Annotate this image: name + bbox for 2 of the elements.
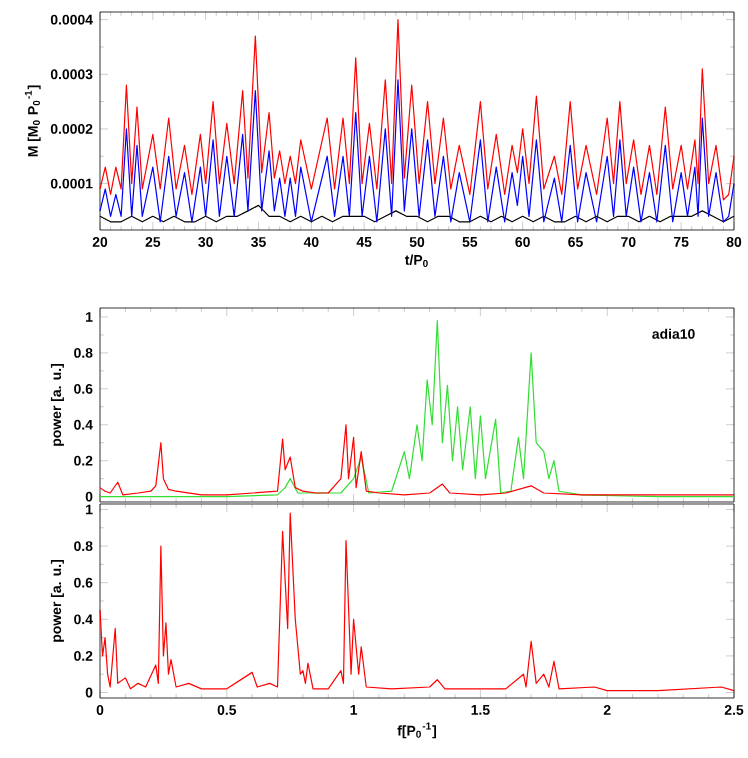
line-series bbox=[99, 19, 735, 201]
line-series bbox=[99, 79, 735, 223]
